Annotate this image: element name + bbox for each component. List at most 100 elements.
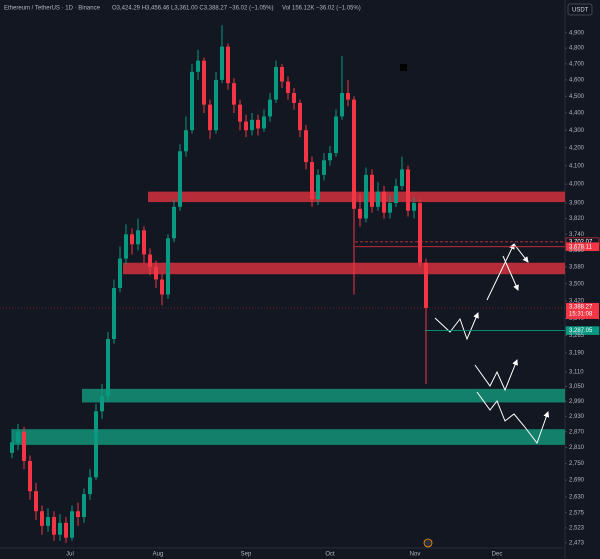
candle-body (148, 254, 152, 267)
y-tick-label: 3,110 (569, 369, 584, 375)
candle-body (46, 517, 50, 526)
candle-body (52, 517, 56, 535)
candle-body (112, 288, 116, 340)
candle-body (154, 266, 158, 280)
zone (148, 191, 565, 203)
y-tick-label: 4,200 (569, 145, 585, 151)
arrow (474, 359, 518, 392)
candle-body (130, 234, 134, 245)
y-tick-label: 4,600 (569, 77, 585, 83)
y-tick-label: 3,340 (569, 316, 585, 322)
currency-box[interactable] (567, 3, 593, 16)
symbol: Ethereum / TetherUS · 1D · Binance (4, 6, 101, 12)
level-label: 3,287.05 (569, 328, 593, 334)
arrow (502, 255, 519, 291)
candle-body (76, 511, 80, 518)
candle-body (388, 203, 392, 213)
candle-body (250, 119, 254, 131)
y-tick-label: 3,580 (569, 264, 585, 270)
candle-body (190, 71, 194, 131)
candle-body (292, 92, 296, 103)
candle-body (88, 477, 92, 495)
candle-body (274, 67, 278, 100)
y-tick-label: 2,750 (569, 461, 585, 467)
volume: Vol 156.12K −36.02 (−1.05%) (282, 6, 361, 12)
candle-body (22, 431, 26, 461)
y-tick-label: 2,990 (569, 399, 585, 405)
candle-body (238, 104, 242, 122)
currency[interactable]: USDT (572, 8, 589, 14)
candle-body (58, 522, 62, 535)
level-tag (565, 326, 600, 335)
candle-body (340, 92, 344, 117)
y-tick-label: 2,523 (569, 525, 585, 531)
candle-body (352, 99, 356, 209)
y-tick-label: 3,500 (569, 281, 585, 287)
candle-body (196, 60, 200, 72)
y-tick-label: 4,400 (569, 111, 585, 117)
candle-body (100, 396, 104, 412)
candle-body (166, 238, 170, 295)
y-tick-label: 3,050 (569, 384, 585, 390)
y-tick-label: 4,000 (569, 182, 585, 188)
candle-body (286, 81, 290, 93)
zone (82, 388, 565, 403)
candle-body (232, 83, 236, 105)
candle-body (412, 203, 416, 211)
arrow (476, 391, 550, 445)
candle-body (64, 522, 68, 538)
x-tick-label: Jul (66, 552, 74, 558)
level-tag (565, 242, 600, 252)
candle-body (172, 206, 176, 239)
candle-body (358, 208, 362, 219)
last-price-label: 3,388.27 (569, 305, 593, 311)
candle-body (418, 203, 422, 263)
y-tick-label: 4,800 (569, 46, 585, 52)
candle-body (382, 191, 386, 213)
y-tick-label: 2,690 (569, 478, 585, 484)
candle-body (262, 116, 266, 129)
candle-body (376, 191, 380, 207)
arrow (486, 243, 515, 301)
candle-body (322, 160, 326, 175)
candle-body (346, 92, 350, 100)
candle-body (214, 79, 218, 131)
candle-body (28, 460, 32, 492)
event-icon[interactable] (423, 538, 433, 548)
candle-body (16, 431, 20, 443)
y-tick-label: 3,420 (569, 299, 585, 305)
candle-body (106, 339, 110, 397)
candle-body (136, 230, 140, 245)
y-tick-label: 3,740 (569, 232, 585, 238)
candle-body (94, 411, 98, 478)
y-tick-label: 2,473 (569, 540, 585, 546)
y-tick-label: 3,265 (569, 333, 585, 339)
y-tick-label: 4,100 (569, 163, 585, 169)
candle-body (256, 119, 260, 129)
last-price-tag (566, 302, 599, 319)
countdown: 15:31:08 (569, 312, 593, 318)
level-label: 3,678.11 (569, 244, 593, 250)
x-tick-label: Nov (410, 552, 421, 558)
candle-body (34, 491, 38, 512)
y-tick-label: 4,700 (569, 61, 585, 67)
candle-body (304, 130, 308, 163)
y-tick-label: 4,500 (569, 94, 585, 100)
candle-body (124, 234, 128, 259)
candle-body (70, 511, 74, 538)
candle-body (142, 230, 146, 255)
candle-body (364, 174, 368, 219)
candle-body (202, 60, 206, 105)
zone (12, 429, 565, 445)
plot (10, 25, 565, 543)
candle-body (316, 174, 320, 200)
candle-body (328, 153, 332, 161)
candle-body (10, 442, 14, 453)
x-tick-label: Sep (241, 552, 252, 558)
candle-body (298, 102, 302, 131)
candle-body (226, 46, 230, 84)
candle-body (220, 46, 224, 80)
y-tick-label: 4,300 (569, 128, 585, 134)
